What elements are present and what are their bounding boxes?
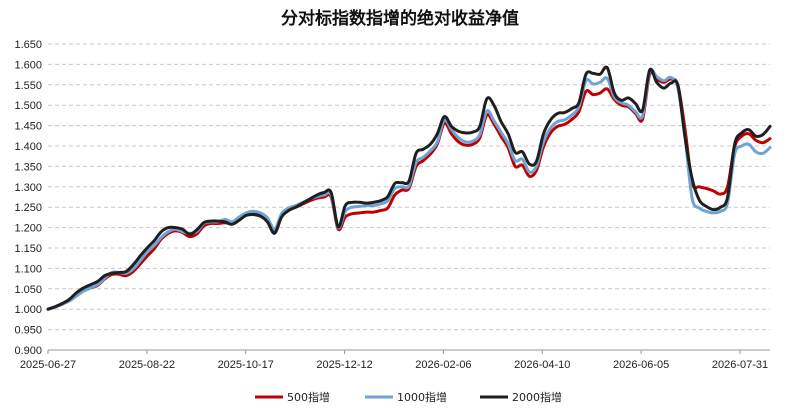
y-tick-label: 0.950 (14, 325, 42, 337)
y-tick-label: 0.900 (14, 345, 42, 357)
axes: 0.900 0.950 1.000 1.050 1.100 1.150 1.200 1.250… (14, 39, 770, 371)
y-tick-label: 1.300 (14, 182, 42, 194)
x-tick-label: 2026-07-31 (712, 359, 768, 371)
y-tick-label: 1.050 (14, 284, 42, 296)
y-tick-label: 1.250 (14, 202, 42, 214)
y-tick-label: 1.450 (14, 121, 42, 133)
y-tick-label: 1.350 (14, 161, 42, 173)
series-line-2 (46, 65, 772, 311)
y-tick-label: 1.150 (14, 243, 42, 255)
x-tick-label: 2025-06-27 (20, 359, 76, 371)
legend: 500指增 1000指增 2000指增 (255, 390, 562, 404)
y-tick-label: 1.500 (14, 100, 42, 112)
y-tick-label: 1.100 (14, 263, 42, 275)
y-tick-label: 1.600 (14, 59, 42, 71)
y-tick-label: 1.200 (14, 223, 42, 235)
y-tick-label: 1.550 (14, 80, 42, 92)
chart-title: 分对标指数指增的绝对收益净值 (281, 8, 519, 29)
x-tick-label: 2025-10-17 (218, 359, 274, 371)
series-lines (46, 65, 772, 311)
y-tick-label: 1.000 (14, 304, 42, 316)
legend-label: 500指增 (287, 390, 330, 404)
series-line-0 (46, 70, 772, 311)
y-tick-label: 1.400 (14, 141, 42, 153)
x-tick-label: 2025-08-22 (119, 359, 175, 371)
x-tick-label: 2026-02-06 (415, 359, 471, 371)
x-tick-label: 2026-06-05 (613, 359, 669, 371)
y-tick-label: 1.650 (14, 39, 42, 51)
legend-label: 1000指增 (397, 390, 447, 404)
legend-label: 2000指增 (512, 390, 562, 404)
x-tick-label: 2026-04-10 (514, 359, 570, 371)
x-tick-label: 2025-12-12 (316, 359, 372, 371)
